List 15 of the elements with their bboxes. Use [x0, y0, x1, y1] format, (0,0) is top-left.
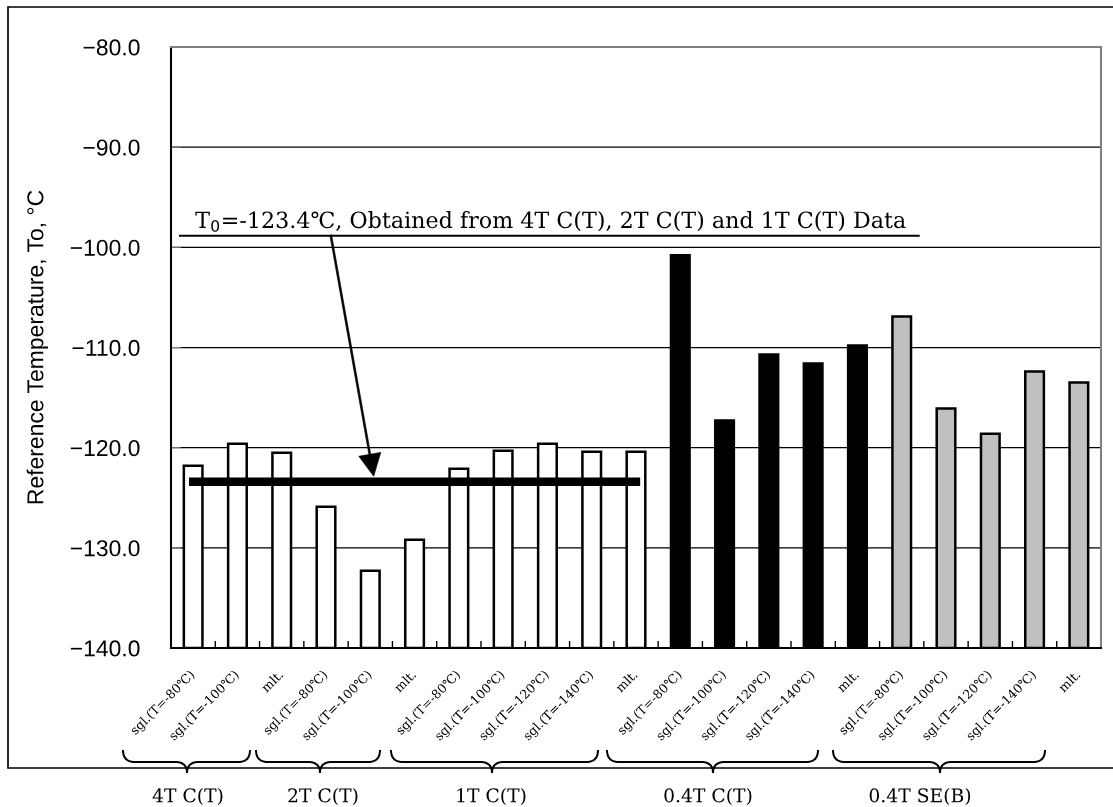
text: 4T C(T)	[152, 787, 223, 806]
y-tick-label: −140.0	[70, 640, 140, 657]
y-tick-label: −90.0	[83, 139, 140, 156]
y-tick-label: −80.0	[83, 39, 140, 56]
x-tick-label: mlt.	[1057, 669, 1081, 693]
text: 2T C(T)	[288, 787, 358, 806]
y-axis-title: Reference Temperature, To, °C	[26, 190, 48, 504]
annotation: T$_{0}$=-123.4℃, Obtained from 4T C(T), 2T C(T) and 1T C(T) Data	[195, 211, 906, 232]
y-tick-label: −130.0	[70, 540, 140, 557]
y-tick-label: −120.0	[70, 439, 140, 457]
text: 1T C(T)	[457, 787, 526, 806]
y-tick-label: −100.0	[70, 239, 140, 256]
text: 0.4T C(T)	[664, 787, 752, 806]
y-tick-label: −110.0	[72, 339, 140, 357]
text: 0.4T SE(B)	[869, 787, 971, 806]
